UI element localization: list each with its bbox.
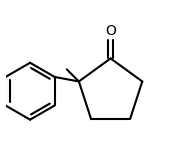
- Text: O: O: [105, 24, 116, 38]
